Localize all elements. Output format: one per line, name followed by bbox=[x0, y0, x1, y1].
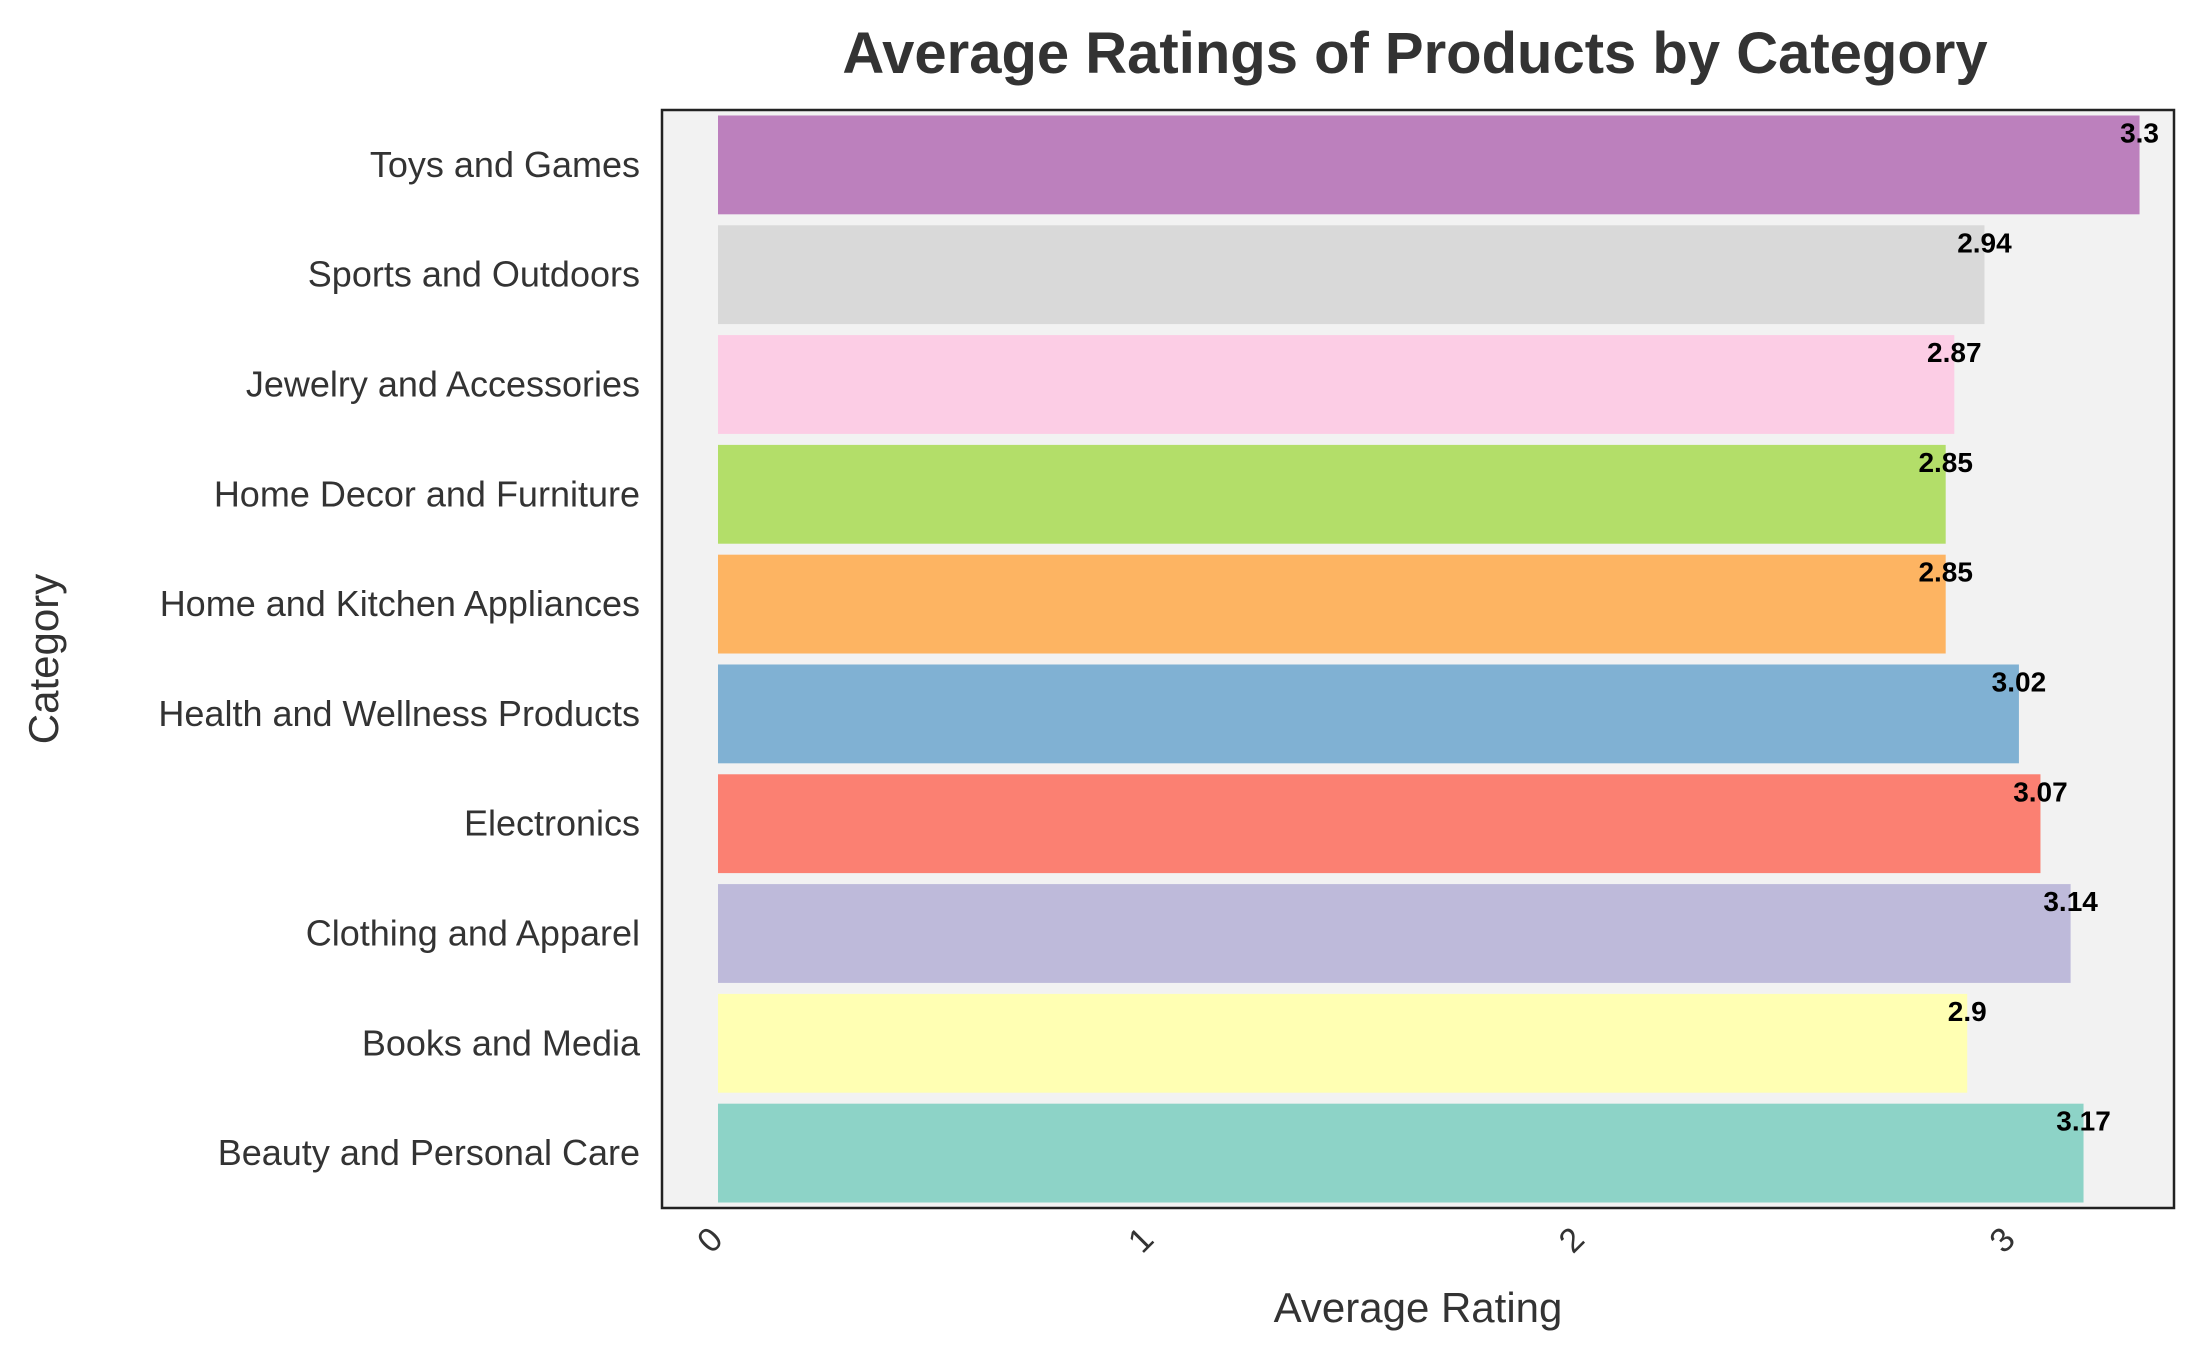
y-axis-ticks: Beauty and Personal Care Books and Media C… bbox=[158, 144, 641, 1173]
bar-clothing-and-apparel bbox=[718, 884, 2071, 983]
bar-value-label: 2.85 bbox=[1918, 447, 1973, 478]
y-tick-label: Toys and Games bbox=[370, 144, 640, 185]
bar-beauty-and-personal-care bbox=[718, 1103, 2084, 1203]
y-tick-label: Home Decor and Furniture bbox=[214, 473, 640, 514]
x-tick-label: 3 bbox=[1982, 1220, 2022, 1260]
y-tick-label: Books and Media bbox=[362, 1022, 641, 1063]
bars-group bbox=[718, 115, 2140, 1203]
y-tick-label: Clothing and Apparel bbox=[306, 913, 640, 954]
y-axis-label: Category bbox=[20, 574, 67, 744]
x-tick-label: 1 bbox=[1121, 1220, 1161, 1260]
bar-electronics bbox=[718, 774, 2041, 874]
bar-health-and-wellness-products bbox=[718, 664, 2019, 764]
plot-frame bbox=[660, 108, 2176, 1210]
bar-toys-and-games bbox=[718, 115, 2140, 215]
bar-jewelry-and-accessories bbox=[718, 335, 1955, 434]
chart-title: Average Ratings of Products by Category bbox=[842, 21, 1987, 86]
y-tick-label: Electronics bbox=[464, 803, 640, 844]
bar-value-label: 3.14 bbox=[2043, 886, 2098, 917]
bar-value-label: 2.94 bbox=[1957, 227, 2012, 258]
bar-value-label: 2.9 bbox=[1948, 996, 1987, 1027]
bar-value-label: 3.02 bbox=[1992, 666, 2047, 697]
x-axis-ticks: 0 1 2 3 bbox=[690, 1220, 2023, 1260]
bar-value-label: 3.17 bbox=[2056, 1106, 2111, 1137]
x-tick-label: 0 bbox=[690, 1220, 730, 1260]
bar-sports-and-outdoors bbox=[718, 225, 1985, 325]
bar-home-decor-and-furniture bbox=[718, 444, 1946, 544]
bar-value-label: 3.3 bbox=[2120, 117, 2159, 148]
x-tick-label: 2 bbox=[1552, 1220, 1592, 1260]
bar-value-label: 2.87 bbox=[1927, 337, 1982, 368]
y-tick-label: Beauty and Personal Care bbox=[218, 1132, 640, 1173]
y-tick-label: Sports and Outdoors bbox=[308, 254, 640, 295]
bar-home-and-kitchen-appliances bbox=[718, 554, 1946, 654]
bar-value-label: 3.07 bbox=[2013, 776, 2068, 807]
bar-books-and-media bbox=[718, 993, 1968, 1093]
bar-labels-group: 3.17 2.9 3.14 3.07 3.02 2.85 2.85 2.87 2.94 3.3 bbox=[1918, 117, 2159, 1136]
x-axis-label: Average Rating bbox=[1274, 1284, 1563, 1331]
y-tick-label: Health and Wellness Products bbox=[158, 693, 640, 734]
y-tick-label: Jewelry and Accessories bbox=[246, 364, 640, 405]
bar-value-label: 2.85 bbox=[1918, 557, 1973, 588]
y-tick-label: Home and Kitchen Appliances bbox=[160, 583, 640, 624]
